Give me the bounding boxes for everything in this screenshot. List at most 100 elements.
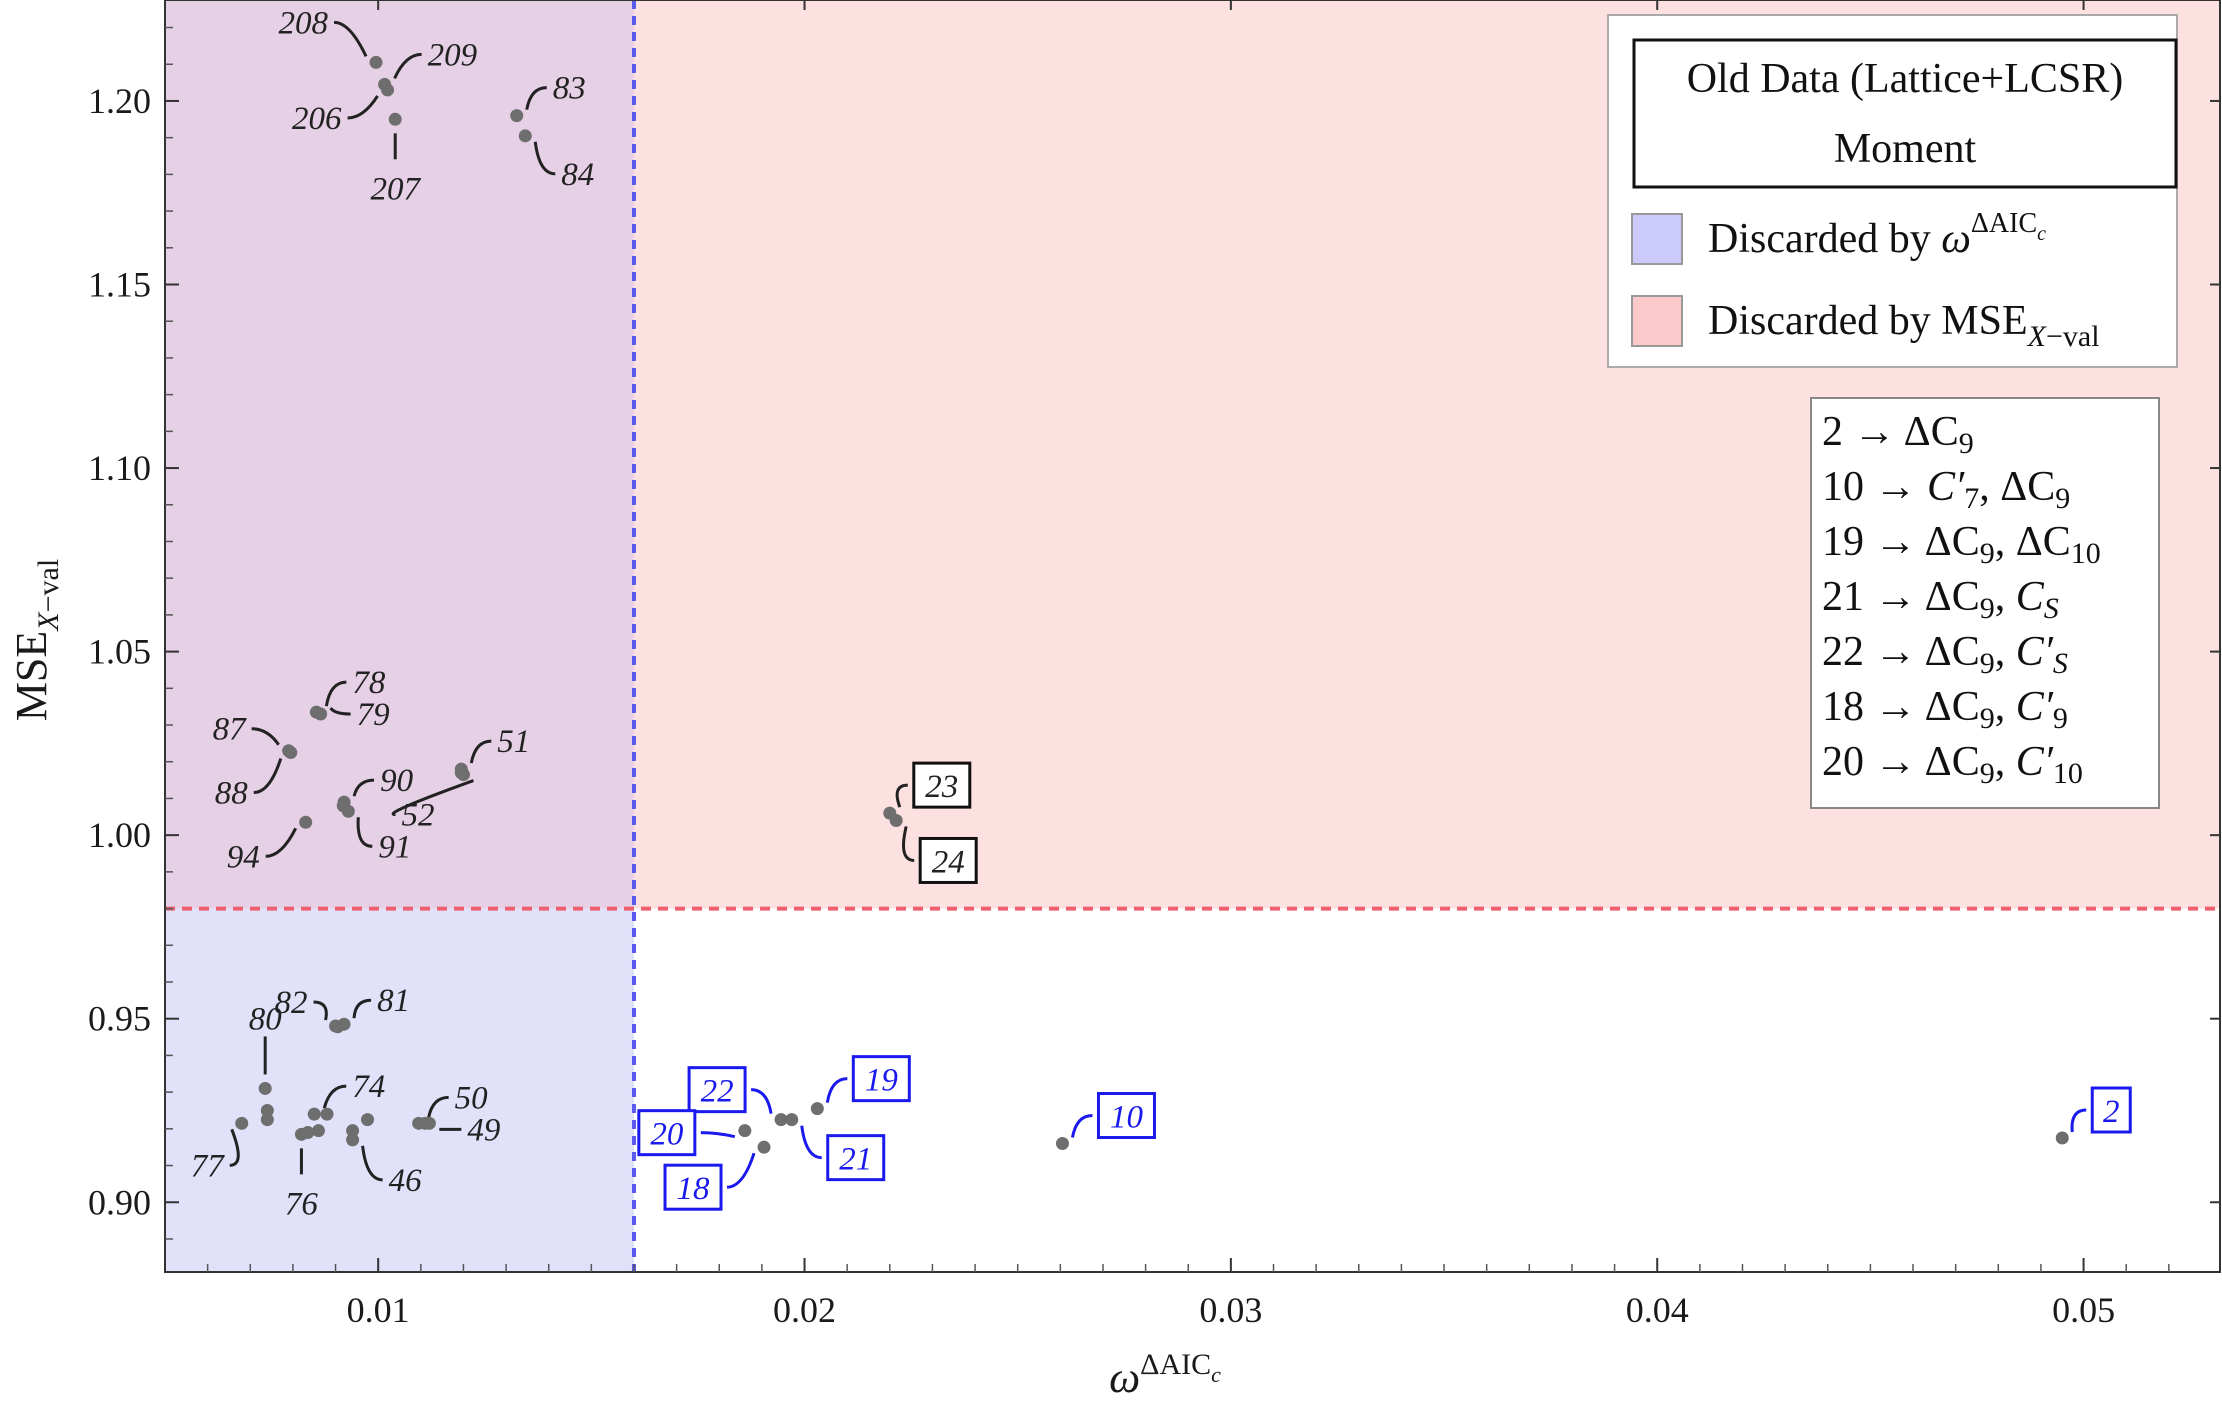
data-point-84 [518, 129, 532, 143]
y-tick-label: 0.95 [88, 999, 151, 1039]
point-label-19: 19 [865, 1063, 898, 1099]
model-map-row-6: 18 → ΔC9, C′9 [1822, 684, 2068, 735]
callout-line-79 [329, 707, 351, 716]
model-map-row-1: 2 → ΔC9 [1822, 409, 1974, 460]
point-label-81: 81 [377, 983, 410, 1019]
callout-line-209 [393, 52, 422, 80]
callout-line-20 [700, 1131, 736, 1139]
callout-line-90 [352, 778, 375, 797]
callout-line-94 [265, 827, 298, 858]
data-point-unlabeled [336, 799, 350, 813]
data-point-21 [785, 1113, 799, 1127]
y-tick-label: 0.90 [88, 1182, 151, 1222]
point-label-74: 74 [352, 1069, 385, 1105]
point-label-76: 76 [285, 1186, 319, 1222]
callout-line-24 [902, 826, 915, 862]
x-axis-label: ωΔAICc [1109, 1348, 1221, 1402]
callout-line-22 [750, 1088, 773, 1114]
x-tick-label: 0.05 [2052, 1290, 2115, 1330]
point-label-79: 79 [357, 697, 390, 733]
model-map-row-7: 20 → ΔC9, C′10 [1822, 739, 2083, 790]
point-label-80: 80 [249, 1001, 283, 1037]
point-label-83: 83 [553, 71, 586, 107]
data-point-18 [757, 1140, 771, 1154]
data-point-77 [235, 1116, 249, 1130]
point-label-10: 10 [1110, 1100, 1144, 1136]
y-tick-label: 1.15 [88, 265, 151, 305]
legend-entry-red: Discarded by MSEX−val [1708, 298, 2100, 353]
label-box-20 [637, 1109, 697, 1157]
point-label-46: 46 [389, 1163, 423, 1199]
legend-entry-blue: Discarded by ωΔAICc [1708, 208, 2046, 262]
x-tick-label: 0.04 [1626, 1290, 1689, 1330]
callout-line-46 [361, 1145, 383, 1182]
y-axis-label: MSEX−val [7, 559, 65, 721]
legend-title-line2: Moment [1834, 126, 1977, 172]
legend-title-box [1632, 38, 2178, 189]
point-label-51: 51 [497, 724, 530, 760]
data-point-19 [810, 1102, 824, 1116]
point-label-206: 206 [292, 101, 342, 137]
data-point-79 [314, 707, 328, 721]
label-box-18 [663, 1163, 723, 1211]
y-tick-label: 1.00 [88, 815, 151, 855]
callout-line-91 [356, 817, 373, 848]
data-point-unlabeled [331, 1020, 345, 1034]
point-label-82: 82 [275, 985, 308, 1021]
data-point-unlabeled [454, 766, 468, 780]
point-label-20: 20 [650, 1117, 684, 1153]
callout-line-23 [895, 783, 908, 808]
point-label-77: 77 [191, 1148, 226, 1184]
point-label-209: 209 [428, 37, 478, 73]
callout-line-10 [1070, 1114, 1093, 1138]
callout-line-2 [2070, 1108, 2087, 1133]
data-point-88 [284, 746, 298, 760]
model-map-row-2: 10 → C′7, ΔC9 [1822, 464, 2070, 515]
callout-line-84 [533, 141, 556, 176]
callout-line-87 [251, 727, 280, 746]
point-label-84: 84 [561, 157, 594, 193]
axis-ticks: 0.01 0.02 0.03 0.04 0.05 0.90 0.95 1.00 1.05 1.10… [88, 0, 2220, 1330]
y-tick-label: 1.05 [88, 632, 151, 672]
data-point-206 [381, 83, 395, 97]
callout-line-77 [229, 1128, 240, 1167]
region-discarded-both [165, 0, 634, 909]
point-label-23: 23 [925, 769, 958, 805]
point-label-88: 88 [215, 776, 249, 812]
callout-line-51 [469, 739, 492, 764]
point-label-24: 24 [932, 844, 965, 880]
label-box-19 [851, 1055, 911, 1103]
callout-line-50 [427, 1095, 449, 1118]
data-point-unlabeled [311, 1124, 325, 1138]
callout-line-206 [347, 95, 379, 120]
data-point-22 [774, 1113, 788, 1127]
callout-line-18 [726, 1152, 756, 1189]
point-label-90: 90 [380, 763, 414, 799]
data-point-2 [2055, 1131, 2069, 1145]
legend-swatch-blue [1631, 213, 1683, 265]
callout-line-78 [324, 680, 347, 707]
point-label-87: 87 [213, 712, 248, 748]
callout-line-82 [313, 1000, 328, 1021]
data-point-94 [299, 815, 313, 829]
point-label-50: 50 [455, 1080, 489, 1116]
region-discarded-omega [165, 908, 634, 1272]
label-box-23 [912, 761, 972, 809]
point-label-22: 22 [701, 1074, 734, 1110]
callout-line-19 [825, 1077, 848, 1103]
data-point-unlabeled [320, 1107, 334, 1121]
data-point-80 [258, 1081, 272, 1095]
data-point-10 [1055, 1137, 1069, 1151]
data-point-74 [307, 1107, 321, 1121]
callout-line-81 [352, 998, 372, 1019]
point-label-18: 18 [677, 1171, 711, 1207]
model-map-row-4: 21 → ΔC9, CS [1822, 574, 2059, 625]
point-label-207: 207 [370, 171, 421, 207]
label-box-24 [918, 836, 978, 884]
data-point-46 [346, 1133, 360, 1147]
data-point-unlabeled [301, 1126, 315, 1140]
point-label-2: 2 [2103, 1094, 2120, 1130]
x-tick-label: 0.01 [347, 1290, 410, 1330]
data-point-unlabeled [418, 1116, 432, 1130]
